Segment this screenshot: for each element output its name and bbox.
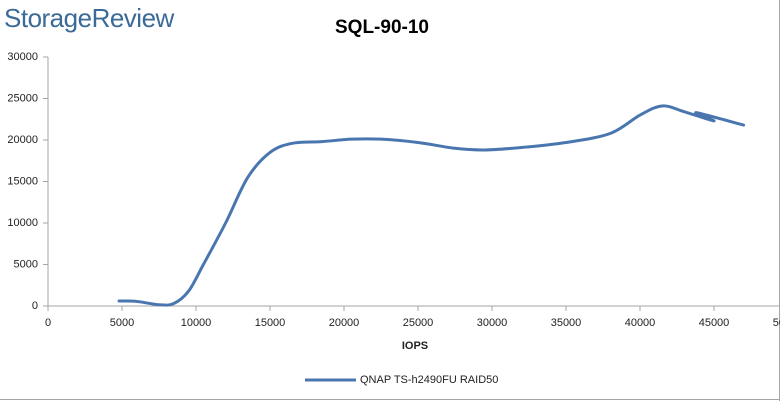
x-tick-label: 5000: [110, 317, 134, 329]
y-tick-label: 5000: [14, 258, 38, 270]
x-tick-label: 20000: [329, 317, 360, 329]
x-tick-label: 25000: [403, 317, 434, 329]
x-tick-label: 50000: [773, 317, 780, 329]
series-line: [117, 104, 746, 307]
logo: StorageReview: [4, 3, 175, 33]
chart-title: SQL-90-10: [335, 17, 429, 38]
x-tick-label: 0: [45, 317, 51, 329]
x-tick-label: 35000: [551, 317, 582, 329]
x-axis-label: IOPS: [402, 340, 428, 352]
legend-label: QNAP TS-h2490FU RAID50: [360, 374, 498, 386]
x-tick-label: 15000: [255, 317, 286, 329]
x-tick-label: 10000: [181, 317, 212, 329]
x-tick-label: 45000: [699, 317, 730, 329]
y-tick-label: 25000: [7, 92, 38, 104]
x-tick-label: 40000: [625, 317, 656, 329]
y-tick-label: 0: [32, 300, 38, 312]
y-tick-label: 30000: [7, 51, 38, 63]
x-tick-label: 30000: [477, 317, 508, 329]
y-tick-label: 10000: [7, 217, 38, 229]
y-tick-label: 20000: [7, 134, 38, 146]
y-tick-label: 15000: [7, 175, 38, 187]
